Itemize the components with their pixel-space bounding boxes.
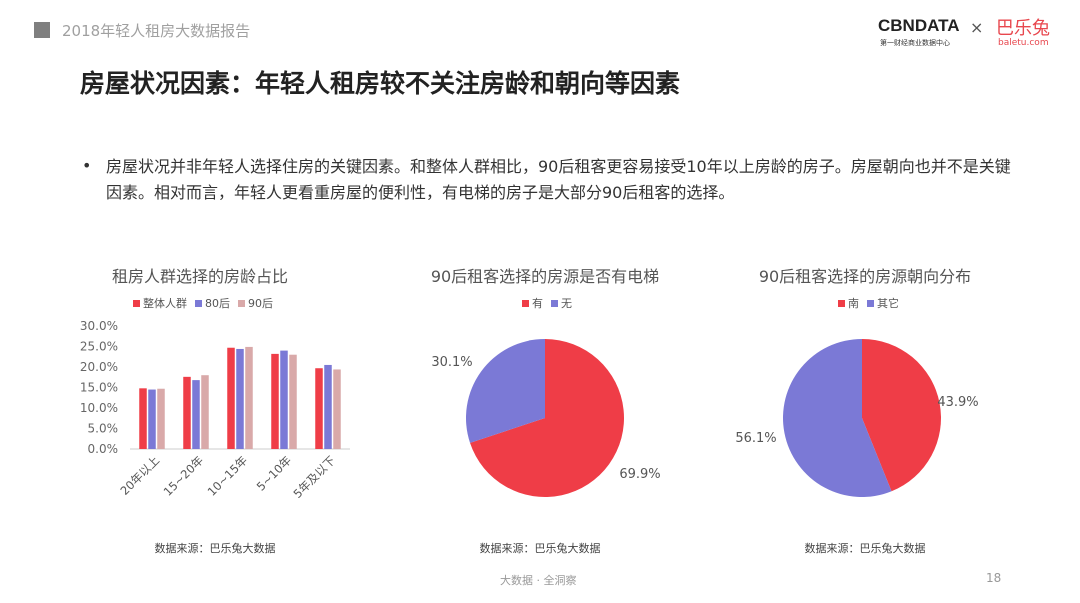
y-tick-label: 15.0%: [80, 381, 118, 395]
pie-label: 43.9%: [937, 395, 978, 410]
x-tick-label: 15~20年: [161, 453, 207, 499]
bar: [289, 354, 297, 449]
times-sign: ×: [970, 18, 984, 37]
pie-slice: [862, 339, 941, 492]
y-tick-label: 30.0%: [80, 319, 118, 333]
legend-item: 南: [838, 295, 859, 311]
y-tick-label: 10.0%: [80, 401, 118, 415]
bar: [183, 376, 191, 449]
report-title: 2018年轻人租房大数据报告: [62, 22, 251, 40]
bar: [139, 388, 147, 449]
bar: [227, 347, 235, 449]
bar: [315, 368, 323, 449]
pie1-legend: 有 无: [522, 295, 572, 311]
bar: [271, 353, 279, 449]
pie-label: 30.1%: [431, 355, 472, 370]
bar: [324, 364, 332, 449]
bar: [192, 380, 200, 449]
bar-chart: 0.0% 5.0% 10.0% 15.0% 20.0% 25.0% 30.0% 20年以上15…: [80, 319, 350, 501]
bullet: •: [82, 156, 92, 175]
legend-item: 有: [522, 295, 543, 311]
page-title: 房屋状况因素：年轻人租房较不关注房龄和朝向等因素: [80, 69, 681, 98]
bar: [333, 369, 341, 449]
legend-item: 整体人群: [133, 295, 187, 311]
footer-slogan: 大数据 · 全洞察: [500, 574, 577, 587]
pie1-title: 90后租客选择的房源是否有电梯: [430, 267, 660, 286]
page-number: 18: [986, 571, 1002, 585]
y-tick-label: 5.0%: [88, 422, 119, 436]
bar-legend: 整体人群 80后 90后: [133, 295, 273, 311]
x-tick-label: 5年及以下: [291, 453, 339, 501]
source-2: 数据来源：巴乐兔大数据: [479, 542, 601, 555]
header-square: [34, 22, 50, 38]
legend-item: 无: [551, 295, 572, 311]
source-3: 数据来源：巴乐兔大数据: [804, 542, 926, 555]
pie-label: 69.9%: [619, 467, 660, 482]
pie-slice: [466, 339, 545, 443]
y-tick-label: 20.0%: [80, 360, 118, 374]
bar: [148, 389, 156, 449]
partner-logo: 巴乐兔: [996, 18, 1050, 39]
legend-item: 90后: [238, 295, 273, 311]
x-tick-label: 20年以上: [117, 453, 162, 498]
y-tick-label: 0.0%: [88, 442, 119, 456]
logo: CBNDATA 第一财经商业数据中心 × 巴乐兔 baletu.com: [878, 16, 1058, 52]
source-1: 数据来源：巴乐兔大数据: [154, 542, 276, 555]
cbn-logo: CBNDATA: [878, 16, 960, 35]
pie2-legend: 南 其它: [838, 295, 899, 311]
bar: [157, 388, 165, 449]
pie2-title: 90后租客选择的房源朝向分布: [758, 267, 972, 286]
legend-item: 80后: [195, 295, 230, 311]
partner-logo-sub: baletu.com: [998, 38, 1049, 48]
bar: [245, 346, 253, 449]
x-tick-label: 10~15年: [205, 453, 251, 499]
pie-slice: [783, 339, 892, 497]
bar: [236, 348, 244, 449]
legend-item: 其它: [867, 295, 899, 311]
y-tick-label: 25.0%: [80, 340, 118, 354]
pie-slice: [470, 339, 624, 497]
body-text: 房屋状况并非年轻人选择住房的关键因素。和整体人群相比，90后租客更容易接受10年…: [106, 157, 1011, 202]
cbn-logo-sub: 第一财经商业数据中心: [880, 39, 950, 47]
bar: [280, 350, 288, 449]
x-tick-label: 5~10年: [254, 453, 294, 493]
pie-chart-elevator: 69.9% 30.1%: [431, 339, 661, 497]
bar: [201, 375, 209, 449]
pie-label: 56.1%: [735, 431, 776, 446]
pie-chart-orientation: 43.9% 56.1%: [735, 339, 979, 497]
bar-chart-title: 租房人群选择的房龄占比: [111, 267, 288, 286]
